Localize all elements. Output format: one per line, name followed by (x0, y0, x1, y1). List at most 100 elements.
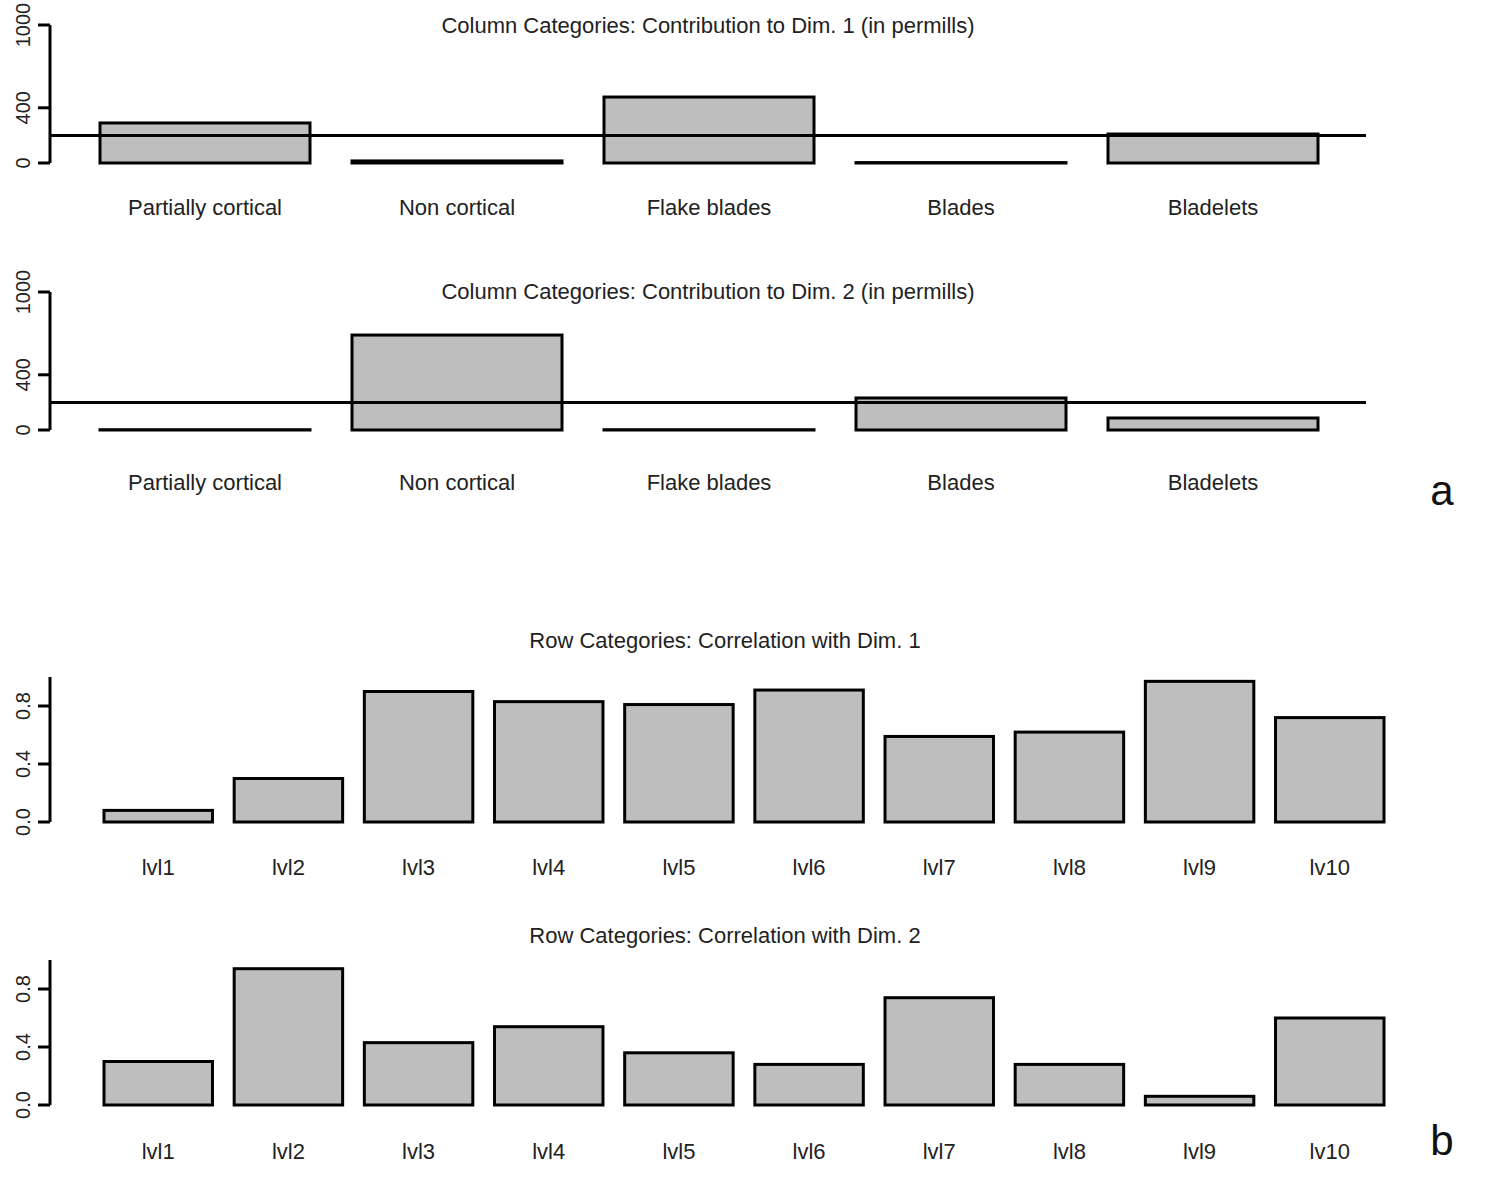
y-tick-label: 400 (12, 91, 34, 124)
marks (50, 335, 1366, 430)
category-label: Blades (927, 195, 994, 220)
marks (104, 681, 1384, 822)
y-axis-line (49, 292, 52, 430)
category-label: lv10 (1310, 1139, 1350, 1164)
chart-title: Column Categories: Contribution to Dim. … (441, 13, 974, 38)
y-tick (38, 373, 50, 376)
y-tick-label: 0 (12, 424, 34, 435)
bar (1145, 1096, 1253, 1105)
y-axis-line (49, 960, 52, 1105)
y-tick (38, 705, 50, 708)
y-axis-line (49, 25, 52, 163)
panel-label: b (1430, 1117, 1453, 1164)
category-label: Bladelets (1168, 195, 1259, 220)
y-tick-label: 0.0 (12, 808, 34, 836)
panel: Row Categories: Correlation with Dim. 1 l… (12, 628, 1384, 880)
bar (364, 692, 472, 823)
bar (495, 1027, 603, 1105)
y-tick-label: 1000 (12, 3, 34, 48)
y-tick-label: 0.8 (12, 975, 34, 1003)
y-axis-line (49, 677, 52, 822)
category-label: lvl2 (272, 855, 305, 880)
category-label: Non cortical (399, 470, 515, 495)
bar (1015, 1064, 1123, 1105)
category-label: lvl2 (272, 1139, 305, 1164)
chart-title: Row Categories: Correlation with Dim. 2 (529, 923, 920, 948)
category-label: Partially cortical (128, 470, 282, 495)
bar (234, 969, 342, 1105)
bar (1276, 1018, 1384, 1105)
category-label: lvl8 (1053, 855, 1086, 880)
y-tick (38, 988, 50, 991)
bar (234, 779, 342, 823)
bar (755, 690, 863, 822)
category-label: Flake blades (647, 195, 772, 220)
category-label: lvl5 (662, 1139, 695, 1164)
bar (604, 97, 814, 163)
bar (1108, 134, 1318, 163)
bar (885, 736, 993, 822)
bar (495, 702, 603, 822)
category-label: lvl9 (1183, 855, 1216, 880)
chart-title: Row Categories: Correlation with Dim. 1 (529, 628, 920, 653)
y-tick-label: 0.4 (12, 750, 34, 778)
category-label: lvl6 (793, 855, 826, 880)
y-tick (38, 24, 50, 27)
category-label: lv10 (1310, 855, 1350, 880)
category-label: lvl5 (662, 855, 695, 880)
bar (352, 335, 562, 430)
y-tick-label: 1000 (12, 270, 34, 315)
panel: Column Categories: Contribution to Dim. … (12, 270, 1454, 514)
category-label: Blades (927, 470, 994, 495)
y-tick (38, 162, 50, 165)
category-label: lvl6 (793, 1139, 826, 1164)
bar (856, 161, 1066, 164)
reference-line (50, 401, 1366, 404)
bar (755, 1064, 863, 1105)
category-label: lvl3 (402, 855, 435, 880)
bar (104, 1062, 212, 1106)
y-tick (38, 821, 50, 824)
bar (625, 705, 733, 822)
bar (100, 428, 310, 431)
category-label: Non cortical (399, 195, 515, 220)
bar (1015, 732, 1123, 822)
panel: Row Categories: Correlation with Dim. 2 l… (12, 923, 1454, 1164)
panel-label: a (1430, 467, 1454, 514)
category-label: lvl4 (532, 1139, 565, 1164)
category-label: lvl9 (1183, 1139, 1216, 1164)
y-tick (38, 1104, 50, 1107)
category-label: Bladelets (1168, 470, 1259, 495)
category-label: lvl8 (1053, 1139, 1086, 1164)
bar (364, 1043, 472, 1105)
category-label: lvl7 (923, 855, 956, 880)
y-tick (38, 106, 50, 109)
bar (1108, 418, 1318, 430)
bar (604, 428, 814, 431)
y-tick (38, 763, 50, 766)
category-label: lvl7 (923, 1139, 956, 1164)
chart-title: Column Categories: Contribution to Dim. … (441, 279, 974, 304)
category-label: Flake blades (647, 470, 772, 495)
category-label: Partially cortical (128, 195, 282, 220)
category-label: lvl1 (142, 855, 175, 880)
panel: Column Categories: Contribution to Dim. … (12, 3, 1366, 220)
bar (885, 998, 993, 1105)
bar (104, 810, 212, 822)
y-tick-label: 400 (12, 358, 34, 391)
y-tick-label: 0 (12, 157, 34, 168)
category-label: lvl3 (402, 1139, 435, 1164)
y-tick-label: 0.0 (12, 1091, 34, 1119)
reference-line (50, 134, 1366, 137)
bar (1145, 681, 1253, 822)
category-label: lvl1 (142, 1139, 175, 1164)
bar (352, 161, 562, 163)
y-tick (38, 429, 50, 432)
category-label: lvl4 (532, 855, 565, 880)
marks (50, 97, 1366, 163)
figure: Column Categories: Contribution to Dim. … (0, 0, 1489, 1204)
bar (625, 1053, 733, 1105)
y-tick (38, 1046, 50, 1049)
y-tick-label: 0.4 (12, 1033, 34, 1061)
bar (100, 123, 310, 163)
